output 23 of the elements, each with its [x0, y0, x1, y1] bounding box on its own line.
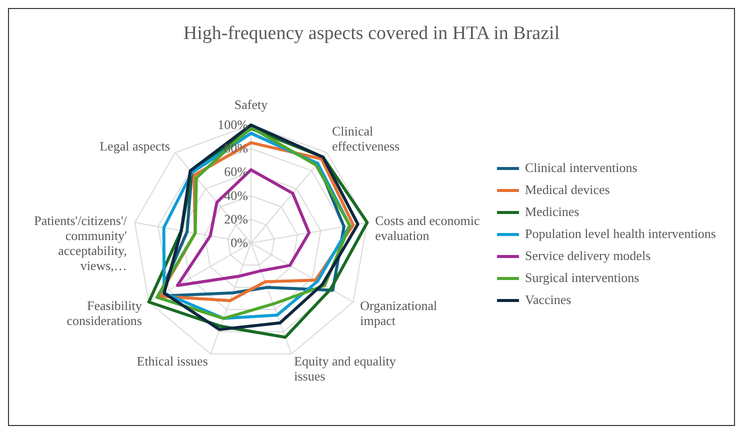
- spoke-label: Feasibility considerations: [66, 298, 142, 328]
- spoke-label: Safety: [234, 97, 268, 112]
- y-tick-label: 40%: [224, 188, 248, 203]
- legend-label: Medicines: [525, 204, 580, 220]
- legend-label: Service delivery models: [525, 248, 651, 264]
- y-tick-label: 100%: [218, 117, 248, 132]
- spoke-label: Legal aspects: [100, 138, 170, 154]
- spoke-label: Clinical effectiveness: [332, 123, 400, 154]
- legend-label: Clinical interventions: [525, 160, 638, 176]
- y-tick-label: 60%: [224, 164, 248, 180]
- spoke-label: Ethical issues: [136, 353, 208, 368]
- y-tick-label: 20%: [224, 211, 248, 226]
- spoke-label: Organizational impact: [360, 298, 438, 328]
- y-tick-label: 0%: [230, 235, 248, 250]
- legend-label: Medical devices: [525, 182, 610, 198]
- spoke-label: Patients'/citizens'/community' acceptability, views,…: [34, 213, 128, 274]
- chart-title: High-frequency aspects covered in HTA in Brazil: [182, 23, 561, 45]
- spoke-label: Equity and equality issues: [294, 353, 396, 384]
- legend-label: Surgical interventions: [525, 270, 640, 286]
- spoke-label: Costs and economic evaluation: [375, 213, 480, 244]
- legend-label: Population level health interventions: [525, 226, 716, 242]
- y-tick-label: 80%: [224, 140, 248, 156]
- legend-label: Vaccines: [525, 292, 572, 308]
